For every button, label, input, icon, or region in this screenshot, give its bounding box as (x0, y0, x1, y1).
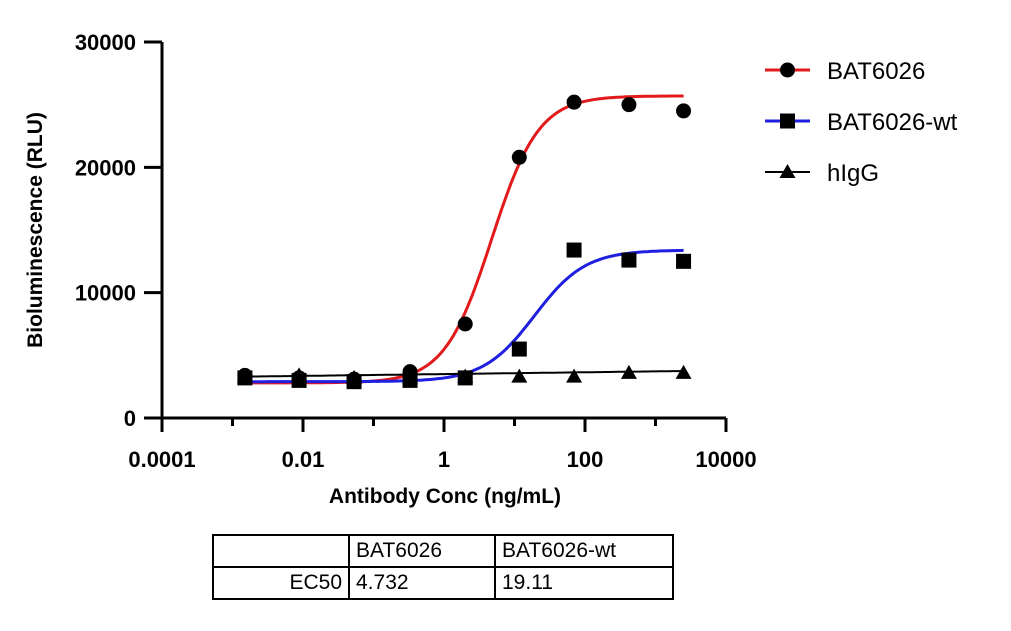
table-header-cell: BAT6026 (348, 534, 496, 568)
x-tick-label: 10000 (695, 447, 756, 472)
axes: 0 10000 20000 30000 0.0001 0.01 1 100 10000 (75, 30, 757, 472)
data-point (566, 368, 583, 383)
data-point (457, 316, 473, 332)
table-cell: 4.732 (348, 566, 496, 600)
y-tick-label: 20000 (75, 155, 136, 180)
x-tick-label: 0.0001 (128, 447, 195, 472)
y-tick-label: 0 (124, 406, 136, 431)
y-tick-label: 30000 (75, 30, 136, 55)
data-point (566, 242, 582, 258)
data-point (511, 149, 527, 165)
data-point (621, 97, 637, 113)
fit-curves (244, 94, 684, 385)
data-point (511, 341, 527, 357)
table-row: EC50 4.732 19.11 (212, 566, 674, 600)
data-point (346, 369, 363, 384)
data-points (236, 94, 692, 390)
ec50-table: BAT6026 BAT6026-wt EC50 4.732 19.11 (212, 534, 674, 600)
data-point (511, 368, 528, 383)
chart: 0 10000 20000 30000 0.0001 0.01 1 100 10000 BAT6… (24, 30, 958, 508)
data-point (676, 253, 692, 269)
legend-marker (780, 113, 795, 129)
table-header-row: BAT6026 BAT6026-wt (212, 534, 674, 568)
table-header-cell (212, 534, 350, 568)
table-cell: 19.11 (494, 566, 674, 600)
x-tick-label: 0.01 (282, 447, 325, 472)
data-point (620, 364, 637, 379)
legend: BAT6026 BAT6026-wt hIgG (765, 58, 958, 187)
x-axis-title: Antibody Conc (ng/mL) (329, 485, 561, 508)
data-point (236, 368, 253, 383)
table-cell: EC50 (212, 566, 350, 600)
legend-label: hIgG (827, 160, 879, 187)
legend-marker (779, 164, 796, 178)
legend-marker (780, 62, 795, 78)
data-point (566, 94, 582, 110)
data-point (621, 252, 637, 268)
data-point (402, 369, 419, 384)
legend-label: BAT6026 (827, 58, 925, 85)
data-point (457, 368, 474, 383)
y-tick-label: 10000 (75, 281, 136, 306)
data-point (291, 367, 308, 382)
fit-curve-bat6026 (244, 94, 684, 385)
table-header-cell: BAT6026-wt (494, 534, 674, 568)
data-point (675, 364, 692, 379)
legend-label: BAT6026-wt (827, 109, 958, 136)
x-tick-label: 1 (438, 447, 450, 472)
data-point (676, 103, 692, 119)
x-tick-label: 100 (567, 447, 604, 472)
y-axis-title: Bioluminescence (RLU) (24, 112, 47, 348)
